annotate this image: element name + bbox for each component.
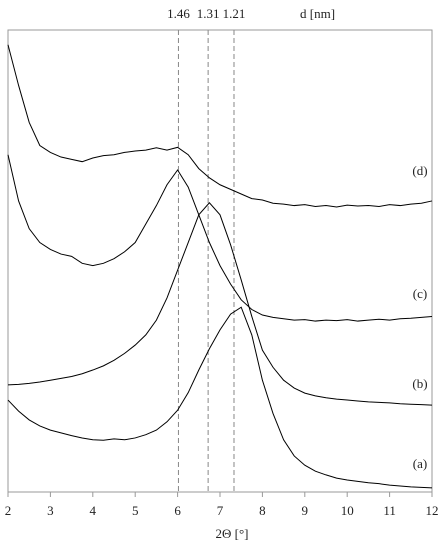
x-tick-label: 12 [426,503,439,518]
xrd-curve [7,202,433,406]
x2-axis-label: d [nm] [300,6,335,21]
x-tick-label: 6 [174,503,181,518]
curve-label: (c) [413,286,427,301]
x-tick-label: 8 [259,503,266,518]
x-tick-label: 11 [383,503,396,518]
x2-tick-label: 1.21 [223,6,246,21]
x-tick-label: 5 [132,503,139,518]
plot-frame [7,29,433,493]
curve-label: (d) [412,163,427,178]
x-tick-label: 9 [302,503,309,518]
x-tick-label: 3 [47,503,54,518]
curve-label: (a) [413,456,427,471]
x2-tick-label: 1.31 [197,6,220,21]
x-tick-label: 4 [90,503,97,518]
xrd-curve [7,306,433,489]
x-axis-label: 2Θ [°] [216,526,249,541]
x-tick-label: 7 [217,503,224,518]
x-tick-label: 10 [341,503,354,518]
xrd-curve [7,44,433,208]
curve-label: (b) [412,376,427,391]
x2-tick-label: 1.46 [167,6,190,21]
xrd-curve [7,154,433,322]
x-tick-label: 2 [5,503,12,518]
